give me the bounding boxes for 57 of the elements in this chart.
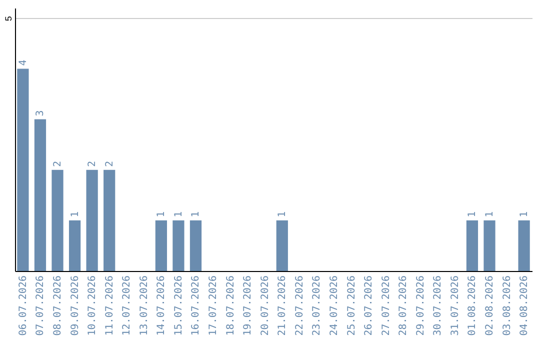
x-tick-label: 19.07.2026 — [242, 276, 254, 336]
x-tick-label: 31.07.2026 — [450, 276, 461, 336]
bar — [518, 220, 530, 271]
x-tick-label: 15.07.2026 — [173, 276, 184, 336]
bar — [17, 68, 29, 271]
bar — [86, 170, 98, 271]
x-tick-label: 10.07.2026 — [87, 276, 98, 336]
data-label: 1 — [70, 211, 81, 218]
x-tick-label: 26.07.2026 — [364, 276, 375, 336]
data-label: 1 — [519, 211, 530, 218]
bar — [276, 220, 288, 271]
x-tick-label: 17.07.2026 — [208, 276, 220, 336]
data-label: 3 — [35, 110, 46, 116]
x-tick-label: 28.07.2026 — [398, 276, 410, 336]
bar — [68, 220, 81, 271]
x-tick-label: 23.07.2026 — [312, 276, 323, 336]
x-tick-label: 30.07.2026 — [432, 276, 444, 336]
x-tick-label: 22.07.2026 — [294, 276, 306, 336]
x-tick-label: 14.07.2026 — [156, 276, 168, 336]
x-tick-label: 09.07.2026 — [70, 276, 81, 336]
data-label: 2 — [52, 160, 64, 167]
data-label: 1 — [190, 211, 202, 218]
data-label: 1 — [156, 211, 168, 218]
data-label: 2 — [87, 160, 98, 167]
data-label: 1 — [484, 211, 496, 218]
x-tick-label: 16.07.2026 — [190, 276, 202, 336]
x-tick-label: 03.08.2026 — [502, 276, 513, 336]
x-tick-label: 01.08.2026 — [467, 276, 478, 336]
data-label: 2 — [104, 160, 116, 167]
bar — [34, 119, 46, 271]
x-tick-label: 06.07.2026 — [18, 276, 29, 336]
bar — [172, 220, 184, 271]
bar — [104, 170, 116, 271]
x-tick-label: 29.07.2026 — [415, 276, 426, 336]
x-tick-label: 21.07.2026 — [277, 276, 288, 336]
bar — [190, 220, 202, 271]
x-tick-label: 11.07.2026 — [104, 276, 116, 336]
bar — [484, 220, 496, 271]
data-label: 4 — [18, 60, 29, 66]
x-tick-label: 24.07.2026 — [328, 276, 340, 336]
y-tick-label: 5 — [4, 16, 14, 22]
data-label: 1 — [277, 211, 288, 218]
x-tick-label: 12.07.2026 — [122, 276, 133, 336]
bar — [155, 220, 167, 271]
x-tick-label: 08.07.2026 — [52, 276, 64, 336]
x-tick-label: 04.08.2026 — [519, 276, 530, 336]
x-tick-label: 18.07.2026 — [225, 276, 236, 336]
x-tick-label: 02.08.2026 — [484, 276, 496, 336]
bar — [466, 220, 478, 271]
data-label: 1 — [467, 211, 478, 218]
x-tick-label: 25.07.2026 — [346, 276, 358, 336]
x-tick-label: 13.07.2026 — [138, 276, 150, 336]
x-tick-label: 07.07.2026 — [35, 276, 46, 336]
x-tick-label: 27.07.2026 — [380, 276, 392, 336]
bar — [52, 170, 64, 271]
x-tick-label: 20.07.2026 — [260, 276, 271, 336]
data-label: 1 — [173, 211, 184, 218]
